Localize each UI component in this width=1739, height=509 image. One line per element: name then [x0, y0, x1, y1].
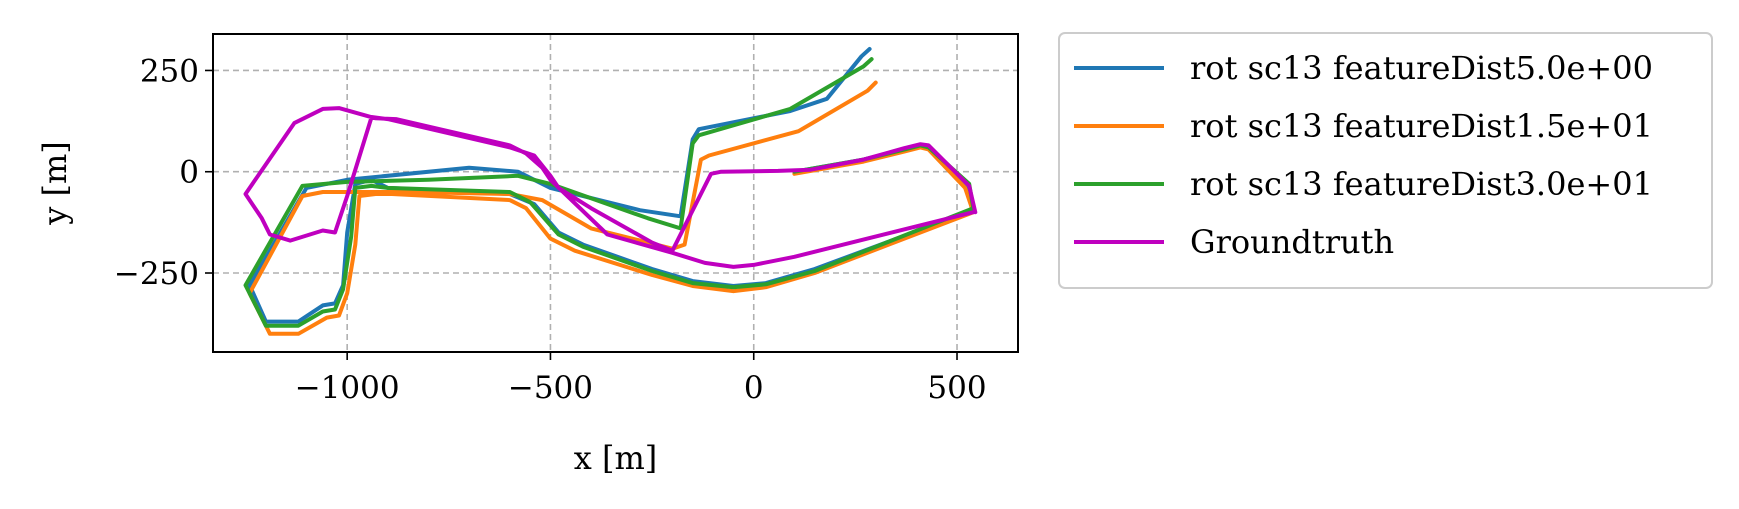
series-line	[247, 80, 976, 336]
series-line	[243, 106, 978, 269]
series-lines	[243, 47, 978, 336]
legend-entry-label: Groundtruth	[1190, 223, 1394, 261]
legend-entry-label: rot sc13 featureDist1.5e+01	[1190, 107, 1653, 145]
y-tick-label: −250	[114, 256, 199, 292]
x-tick-label: −1000	[295, 370, 400, 406]
x-axis-label: x [m]	[574, 439, 658, 477]
y-tick-label: 0	[179, 155, 199, 191]
y-tick-label: 250	[140, 53, 199, 89]
x-tick-label: 0	[744, 370, 764, 406]
series-line	[247, 47, 976, 324]
x-tick-label: 500	[927, 370, 986, 406]
series-line	[243, 57, 976, 328]
axis-ticks: −1000 −500 0 500 250 0 −250	[114, 53, 987, 406]
legend-entry-label: rot sc13 featureDist3.0e+01	[1190, 165, 1653, 203]
plot-frame	[212, 33, 1019, 353]
legend: rot sc13 featureDist5.0e+00 rot sc13 feat…	[1058, 32, 1713, 289]
legend-entry-label: rot sc13 featureDist5.0e+00	[1190, 49, 1653, 87]
x-tick-label: −500	[508, 370, 593, 406]
grid-lines	[213, 34, 1018, 352]
legend-box	[1058, 32, 1713, 289]
y-axis-label: y [m]	[36, 141, 74, 226]
